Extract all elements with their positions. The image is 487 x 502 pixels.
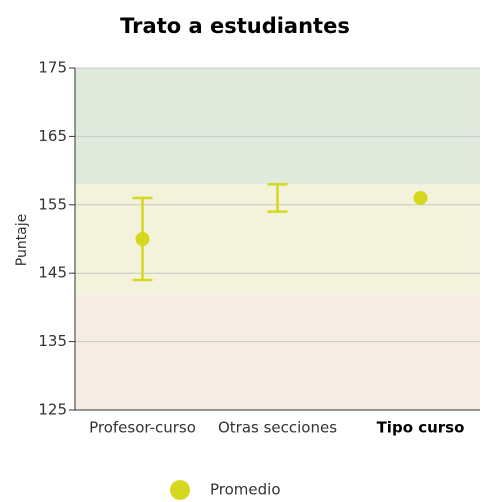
chart-title: Trato a estudiantes (120, 14, 350, 38)
y-tick-label: 165 (38, 127, 67, 145)
y-axis-label: Puntaje (14, 214, 30, 267)
y-tick-label: 145 (38, 264, 67, 282)
x-tick-label: Otras secciones (218, 419, 337, 437)
legend-label: Promedio (210, 481, 281, 499)
x-tick-label: Profesor-curso (89, 419, 196, 437)
point (135, 232, 150, 246)
background-band (75, 68, 480, 185)
y-tick-label: 155 (38, 195, 67, 213)
y-tick-label: 125 (38, 401, 67, 419)
y-tick-label: 135 (38, 332, 67, 350)
point (413, 190, 428, 205)
legend-marker (170, 480, 190, 500)
y-tick-label: 175 (38, 59, 67, 77)
x-tick-label: Tipo curso (377, 419, 465, 437)
background-band (75, 293, 480, 410)
